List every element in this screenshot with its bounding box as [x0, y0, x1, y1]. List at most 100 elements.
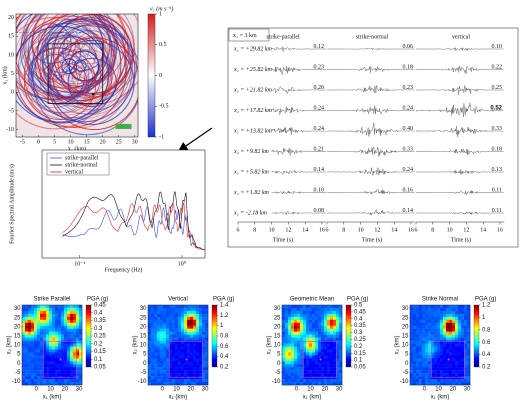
- pga-cell: [416, 328, 420, 332]
- pga-cell: [315, 343, 319, 347]
- pga-cell: [55, 343, 59, 347]
- wavefront: [16, 14, 122, 124]
- pga-cell: [67, 307, 71, 312]
- pga-cell: [416, 379, 420, 383]
- pga-cell: [187, 328, 191, 332]
- pga-cell: [297, 340, 301, 344]
- pga-cell: [199, 367, 203, 371]
- pga-cell: [422, 364, 426, 368]
- pga-cell: [55, 382, 59, 386]
- waveform: [271, 169, 327, 175]
- pga-cell: [339, 310, 343, 315]
- pga-cell: [410, 307, 414, 312]
- pga-cell: [288, 367, 292, 371]
- waveform: [326, 85, 415, 93]
- colorbar-tick-label: 0.35: [354, 323, 366, 329]
- pga-cell: [157, 325, 161, 329]
- pga-cell: [461, 310, 465, 315]
- pga-cell: [294, 364, 298, 368]
- time-tick-label: 6: [326, 227, 329, 233]
- pga-cell: [330, 340, 334, 344]
- pga-cell: [434, 328, 438, 332]
- pga-cell: [416, 361, 420, 365]
- pga-cell: [461, 370, 465, 374]
- pga-cell: [193, 346, 197, 350]
- pga-cell: [318, 316, 322, 321]
- pga-cell: [467, 373, 471, 377]
- time-axis-label: Time (s): [273, 236, 293, 243]
- pga-cell: [187, 346, 191, 350]
- pga-cell: [193, 340, 197, 344]
- pga-cell: [315, 373, 319, 377]
- wavefront: [16, 14, 128, 120]
- pga-cell: [452, 346, 456, 350]
- pga-cell: [40, 325, 44, 329]
- pga-cell: [46, 358, 50, 362]
- pga-cell: [28, 343, 32, 347]
- pga-cell: [291, 310, 295, 315]
- pga-cell: [70, 364, 74, 368]
- pga-cell: [28, 307, 32, 312]
- pga-cell: [431, 379, 435, 383]
- pga-cell: [73, 346, 77, 350]
- pga-cell: [52, 367, 56, 371]
- pga-cell: [422, 361, 426, 365]
- pga-cell: [175, 331, 179, 335]
- pga-cell: [64, 334, 68, 338]
- pga-cell: [446, 355, 450, 359]
- fault-box: [47, 43, 104, 104]
- pga-cell: [184, 355, 188, 359]
- pga-cell: [291, 313, 295, 318]
- pga-cell: [285, 373, 289, 377]
- pga-cell: [199, 358, 203, 362]
- pga-cell: [64, 305, 68, 309]
- pga-cell: [166, 316, 170, 321]
- pga-cell: [315, 322, 319, 326]
- pga-cell: [333, 305, 337, 309]
- pga-cell: [324, 367, 328, 371]
- pga-cell: [443, 313, 447, 318]
- pga-cell: [294, 310, 298, 315]
- pga-cell: [425, 346, 429, 350]
- pga-cell: [416, 305, 420, 309]
- pga-cell: [282, 305, 286, 309]
- pga-cell: [285, 358, 289, 362]
- pga-cell: [70, 334, 74, 338]
- pga-cell: [160, 376, 164, 380]
- pga-cell: [169, 316, 173, 321]
- pga-cell: [193, 361, 197, 365]
- time-tick-label: 14: [391, 227, 397, 233]
- pga-cell: [446, 307, 450, 312]
- pga-cell: [37, 346, 41, 350]
- pga-cell: [67, 340, 71, 344]
- pga-cell: [205, 382, 209, 386]
- pga-cell: [46, 337, 50, 341]
- pga-cell: [61, 325, 65, 329]
- pga-cell: [339, 355, 343, 359]
- pga-cell: [330, 358, 334, 362]
- pga-cell: [339, 319, 343, 323]
- waveform: [415, 102, 504, 117]
- pga-cell: [154, 340, 158, 344]
- pga-cell: [205, 307, 209, 312]
- pga-cell: [452, 310, 456, 315]
- pga-cell: [416, 373, 420, 377]
- pga-cell: [467, 331, 471, 335]
- pga-cell: [76, 373, 80, 377]
- pga-cell: [294, 340, 298, 344]
- pga-cell: [199, 305, 203, 309]
- pga-cell: [22, 319, 26, 323]
- pga-cell: [443, 349, 447, 353]
- pga-cell: [28, 367, 32, 371]
- pga-cell: [288, 319, 292, 323]
- pga-cell: [199, 322, 203, 326]
- pga-cell: [160, 328, 164, 332]
- wavefront: [39, 61, 79, 101]
- pga-cell: [205, 310, 209, 315]
- waveform: [326, 209, 415, 216]
- wavefield-image: [16, 14, 138, 137]
- pga-cell: [202, 313, 206, 318]
- y-tick-label: 30: [140, 306, 147, 312]
- colorbar-tick-label: 1: [220, 323, 224, 329]
- pga-cell: [422, 373, 426, 377]
